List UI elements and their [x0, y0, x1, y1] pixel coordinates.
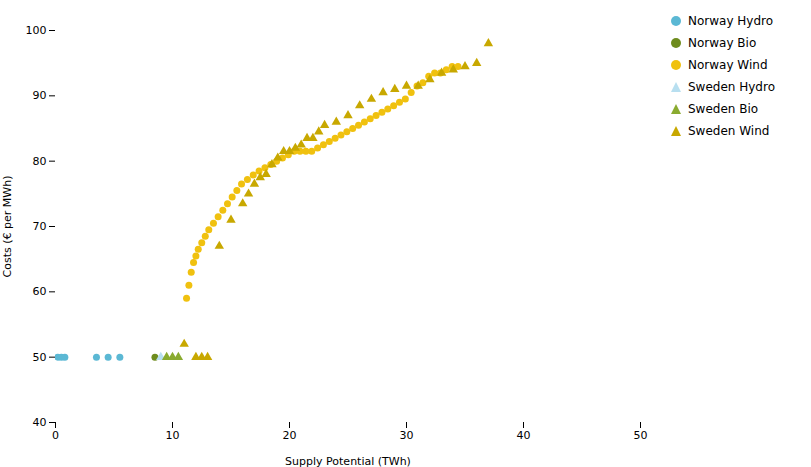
svg-text:60: 60	[33, 285, 47, 298]
svg-text:40: 40	[33, 416, 47, 429]
svg-text:Costs (€ per MWh): Costs (€ per MWh)	[1, 176, 14, 278]
html-text:Sweden Wind: Sweden Wind	[688, 124, 770, 138]
svg-text:0: 0	[52, 429, 59, 442]
svg-text:50: 50	[634, 429, 648, 442]
svg-text:90: 90	[33, 89, 47, 102]
svg-text:40: 40	[517, 429, 531, 442]
svg-text:30: 30	[400, 429, 414, 442]
svg-text:Supply Potential (TWh): Supply Potential (TWh)	[285, 455, 411, 467]
svg-text:50: 50	[33, 351, 47, 364]
svg-text:100: 100	[26, 24, 47, 37]
svg-text:10: 10	[166, 429, 180, 442]
html-text:Sweden Hydro: Sweden Hydro	[688, 80, 775, 94]
html-text:Sweden Bio: Sweden Bio	[688, 102, 759, 116]
html-text:Norway Bio: Norway Bio	[688, 36, 757, 50]
svg-text:80: 80	[33, 155, 47, 168]
html-text:Norway Hydro: Norway Hydro	[688, 14, 774, 28]
html-text:Norway Wind: Norway Wind	[688, 58, 768, 72]
svg-text:20: 20	[283, 429, 297, 442]
svg-text:70: 70	[33, 220, 47, 233]
